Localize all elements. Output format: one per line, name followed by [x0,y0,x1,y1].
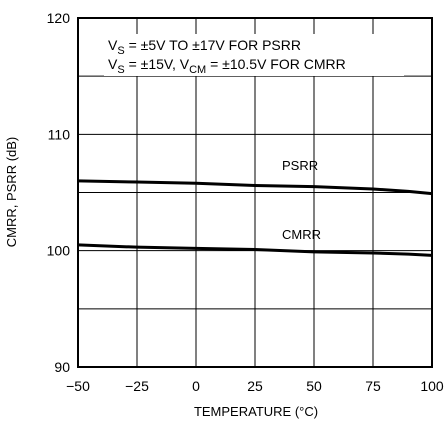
y-tick-labels: 90 100 110 120 [47,10,71,375]
annotation-box: VS = ±5V TO ±17V FOR PSRR VS = ±15V, VCM… [104,34,404,76]
x-tick-label: 100 [420,378,444,394]
x-tick-labels: −50 −25 0 25 50 75 100 [66,378,444,394]
annotation-line-1: VS = ±5V TO ±17V FOR PSRR [108,37,301,57]
y-axis-title: CMRR, PSRR (dB) [4,137,19,248]
y-tick-label: 90 [54,359,70,375]
annotation-line-2: VS = ±15V, VCM = ±10.5V FOR CMRR [108,56,346,76]
x-tick-label: −50 [66,378,90,394]
x-axis-title: TEMPERATURE (°C) [194,404,318,419]
x-tick-label: −25 [125,378,149,394]
grid [78,18,432,367]
y-tick-label: 120 [47,10,71,26]
x-tick-label: 50 [306,378,322,394]
series-label-psrr: PSRR [282,158,318,173]
plot-frame [77,17,433,368]
annotation-background [104,34,404,76]
series-line-cmrr [77,243,433,257]
x-tick-label: 25 [247,378,263,394]
series-lines [77,179,433,257]
x-tick-label: 75 [365,378,381,394]
y-tick-label: 110 [48,126,71,142]
series-line-psrr [77,179,433,196]
y-tick-label: 100 [47,243,71,259]
series-label-cmrr: CMRR [282,227,321,242]
x-tick-label: 0 [192,378,200,394]
